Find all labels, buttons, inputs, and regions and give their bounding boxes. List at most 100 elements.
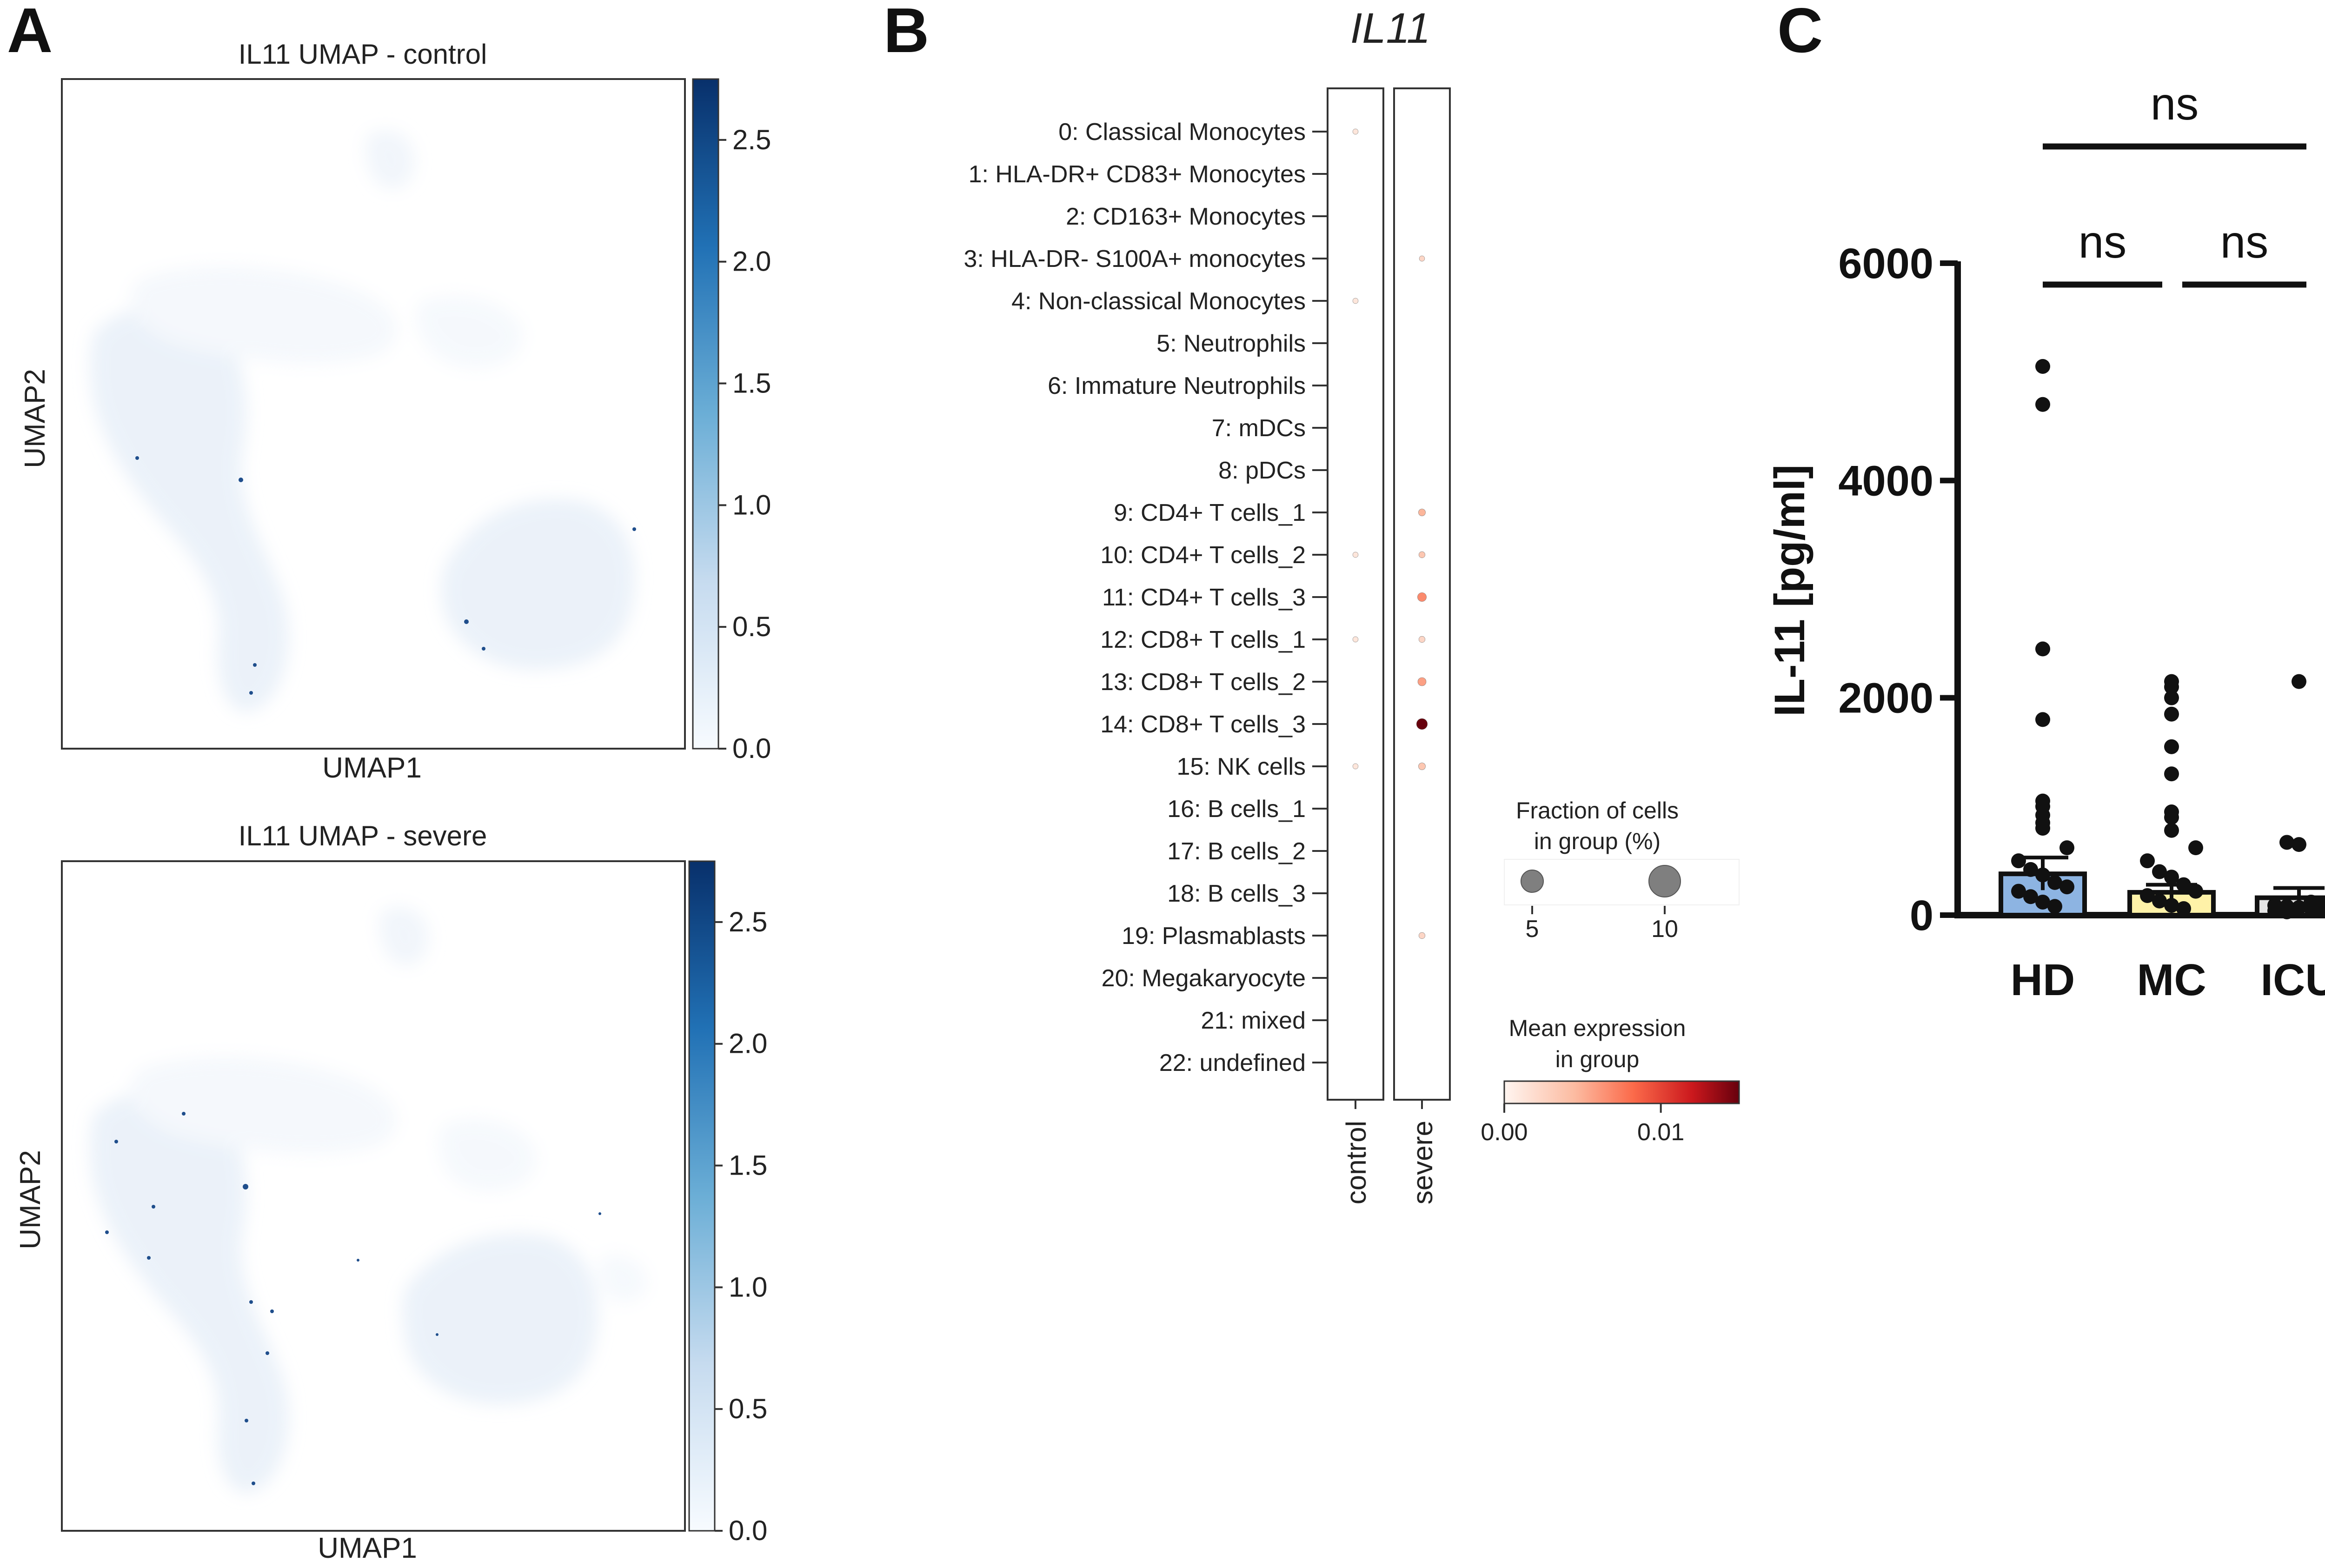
- dotplot-dot: [1418, 551, 1426, 558]
- color-legend-title-line2: in group: [1555, 1046, 1640, 1072]
- umap-severe-colorbar: 0.0 0.5 1.0 1.5 2.0 2.5: [688, 860, 767, 1546]
- data-point: [2035, 712, 2050, 727]
- data-point: [2011, 853, 2026, 869]
- colorbar-ticks: 0.0 0.5 1.0 1.5 2.0 2.5: [715, 906, 767, 1546]
- colorbar-tick-label: 2.5: [732, 124, 771, 155]
- colorbar-tick-label: 0.5: [732, 611, 771, 642]
- umap-control-cells: [90, 130, 635, 712]
- bar-chart-x-labels: HD MC ICU: [2011, 955, 2325, 1005]
- colorbar-tick-label: 0.0: [729, 1515, 767, 1546]
- data-point: [2164, 810, 2179, 825]
- expressing-cell-point: [243, 1184, 248, 1189]
- dotplot-row-label: 1: HLA-DR+ CD83+ Monocytes: [969, 161, 1306, 188]
- umap-control-ylabel: UMAP2: [19, 369, 51, 468]
- dotplot-dot: [1352, 128, 1359, 135]
- dotplot-row-label: 14: CD8+ T cells_3: [1100, 711, 1306, 738]
- colorbar-tick-label: 1.0: [732, 489, 771, 520]
- color-legend-gradient: [1503, 1080, 1740, 1104]
- umap-control-plot: IL11 UMAP - control UMAP1 UMAP2 0.0 0.5 1.…: [19, 39, 771, 784]
- dotplot-row-label: 19: Plasmablasts: [1122, 923, 1306, 950]
- umap-control-expressing-points: [135, 456, 636, 695]
- dotplot-row-label: 11: CD4+ T cells_3: [1102, 584, 1306, 611]
- size-legend-marks: 5 10: [1504, 859, 1740, 943]
- color-legend-ticks: 0.00 0.01: [1481, 1103, 1684, 1146]
- bar-chart-y-axis: 0 2000 4000 6000: [1838, 240, 2325, 939]
- colorbar-gradient: [688, 860, 716, 1532]
- dotplot-row-labels: 0: Classical Monocytes 1: HLA-DR+ CD83+ M…: [963, 119, 1328, 1076]
- expressing-cell-point: [253, 663, 257, 667]
- size-legend-circle: [1520, 869, 1544, 893]
- panel-letter-c: C: [1777, 0, 1823, 66]
- size-legend: Fraction of cells in group (%) 5 10: [1504, 797, 1740, 943]
- size-legend-label: 10: [1651, 916, 1678, 943]
- expressing-cell-point: [252, 1482, 255, 1485]
- expressing-cell-point: [245, 1419, 248, 1422]
- dotplot-dot: [1417, 592, 1427, 602]
- dotplot-row-label: 21: mixed: [1201, 1007, 1306, 1034]
- dotplot-row-label: 8: pDCs: [1218, 457, 1306, 484]
- data-point: [2035, 359, 2050, 374]
- dotplot-row-label: 17: B cells_2: [1167, 838, 1306, 865]
- dotplot-column-frame-control: [1327, 87, 1384, 1101]
- bar-chart-points: [2011, 359, 2325, 919]
- color-legend: Mean expression in group 0.00 0.01: [1481, 1015, 1740, 1146]
- dotplot-dots: [1352, 128, 1428, 939]
- dotplot-dot: [1418, 636, 1426, 643]
- dotplot-column-label: control: [1341, 1121, 1372, 1204]
- dotplot: IL11 0: Classical Monocytes 1: HLA-DR+ CD…: [963, 5, 1740, 1204]
- dotplot-dot: [1352, 636, 1359, 643]
- expressing-cell-point: [135, 456, 139, 460]
- y-axis-tick-label: 6000: [1838, 240, 1933, 287]
- data-point: [2152, 864, 2167, 879]
- data-point: [2152, 893, 2167, 909]
- dotplot-row-label: 7: mDCs: [1212, 415, 1306, 442]
- dotplot-dot: [1419, 255, 1425, 262]
- data-point: [2164, 823, 2179, 838]
- expressing-cell-point: [270, 1309, 274, 1313]
- data-point: [2059, 840, 2074, 856]
- dotplot-dot: [1352, 551, 1359, 558]
- expressing-cell-point: [598, 1212, 601, 1215]
- y-axis-tick-label: 0: [1910, 892, 1933, 939]
- panel-letter-a: A: [7, 0, 53, 66]
- colorbar-tick-label: 2.5: [729, 906, 767, 937]
- dotplot-row-label: 0: Classical Monocytes: [1058, 119, 1306, 146]
- data-point: [2279, 904, 2294, 919]
- expressing-cell-point: [239, 478, 243, 482]
- dotplot-title: IL11: [1350, 5, 1430, 52]
- dotplot-row-label: 6: Immature Neutrophils: [1048, 372, 1306, 399]
- dotplot-row-label: 4: Non-classical Monocytes: [1011, 288, 1306, 315]
- data-point: [2047, 875, 2062, 890]
- dotplot-dot: [1418, 763, 1426, 770]
- data-point: [2164, 870, 2179, 885]
- expressing-cell-point: [152, 1205, 155, 1209]
- colorbar-tick-label: 1.5: [729, 1150, 767, 1181]
- expressing-cell-point: [436, 1333, 438, 1336]
- dotplot-row-label: 2: CD163+ Monocytes: [1066, 203, 1306, 230]
- panel-letter-b: B: [884, 0, 929, 66]
- data-point: [2059, 879, 2074, 895]
- significance-label: ns: [2151, 78, 2199, 129]
- significance-label: ns: [2079, 216, 2127, 267]
- umap-severe-expressing-points: [105, 1112, 601, 1485]
- expressing-cell-point: [147, 1256, 151, 1260]
- data-point: [2164, 739, 2179, 754]
- expressing-cell-point: [632, 527, 636, 531]
- colorbar-tick-label: 0.5: [729, 1393, 767, 1424]
- size-legend-circle: [1648, 865, 1681, 897]
- dotplot-row-label: 12: CD8+ T cells_1: [1100, 626, 1306, 653]
- data-point: [2164, 706, 2179, 722]
- expressing-cell-point: [249, 691, 253, 695]
- expressing-cell-point: [249, 1300, 253, 1304]
- color-legend-label: 0.00: [1481, 1119, 1528, 1146]
- data-point: [2164, 897, 2179, 913]
- dotplot-dot: [1417, 677, 1427, 686]
- bar-chart-ylabel: IL-11 [pg/ml]: [1766, 465, 1814, 717]
- dotplot-row-label: 16: B cells_1: [1167, 796, 1306, 823]
- dotplot-row-label: 9: CD4+ T cells_1: [1114, 499, 1306, 526]
- dotplot-dot: [1352, 763, 1359, 770]
- colorbar-tick-label: 0.0: [732, 733, 771, 764]
- data-point: [2164, 679, 2179, 695]
